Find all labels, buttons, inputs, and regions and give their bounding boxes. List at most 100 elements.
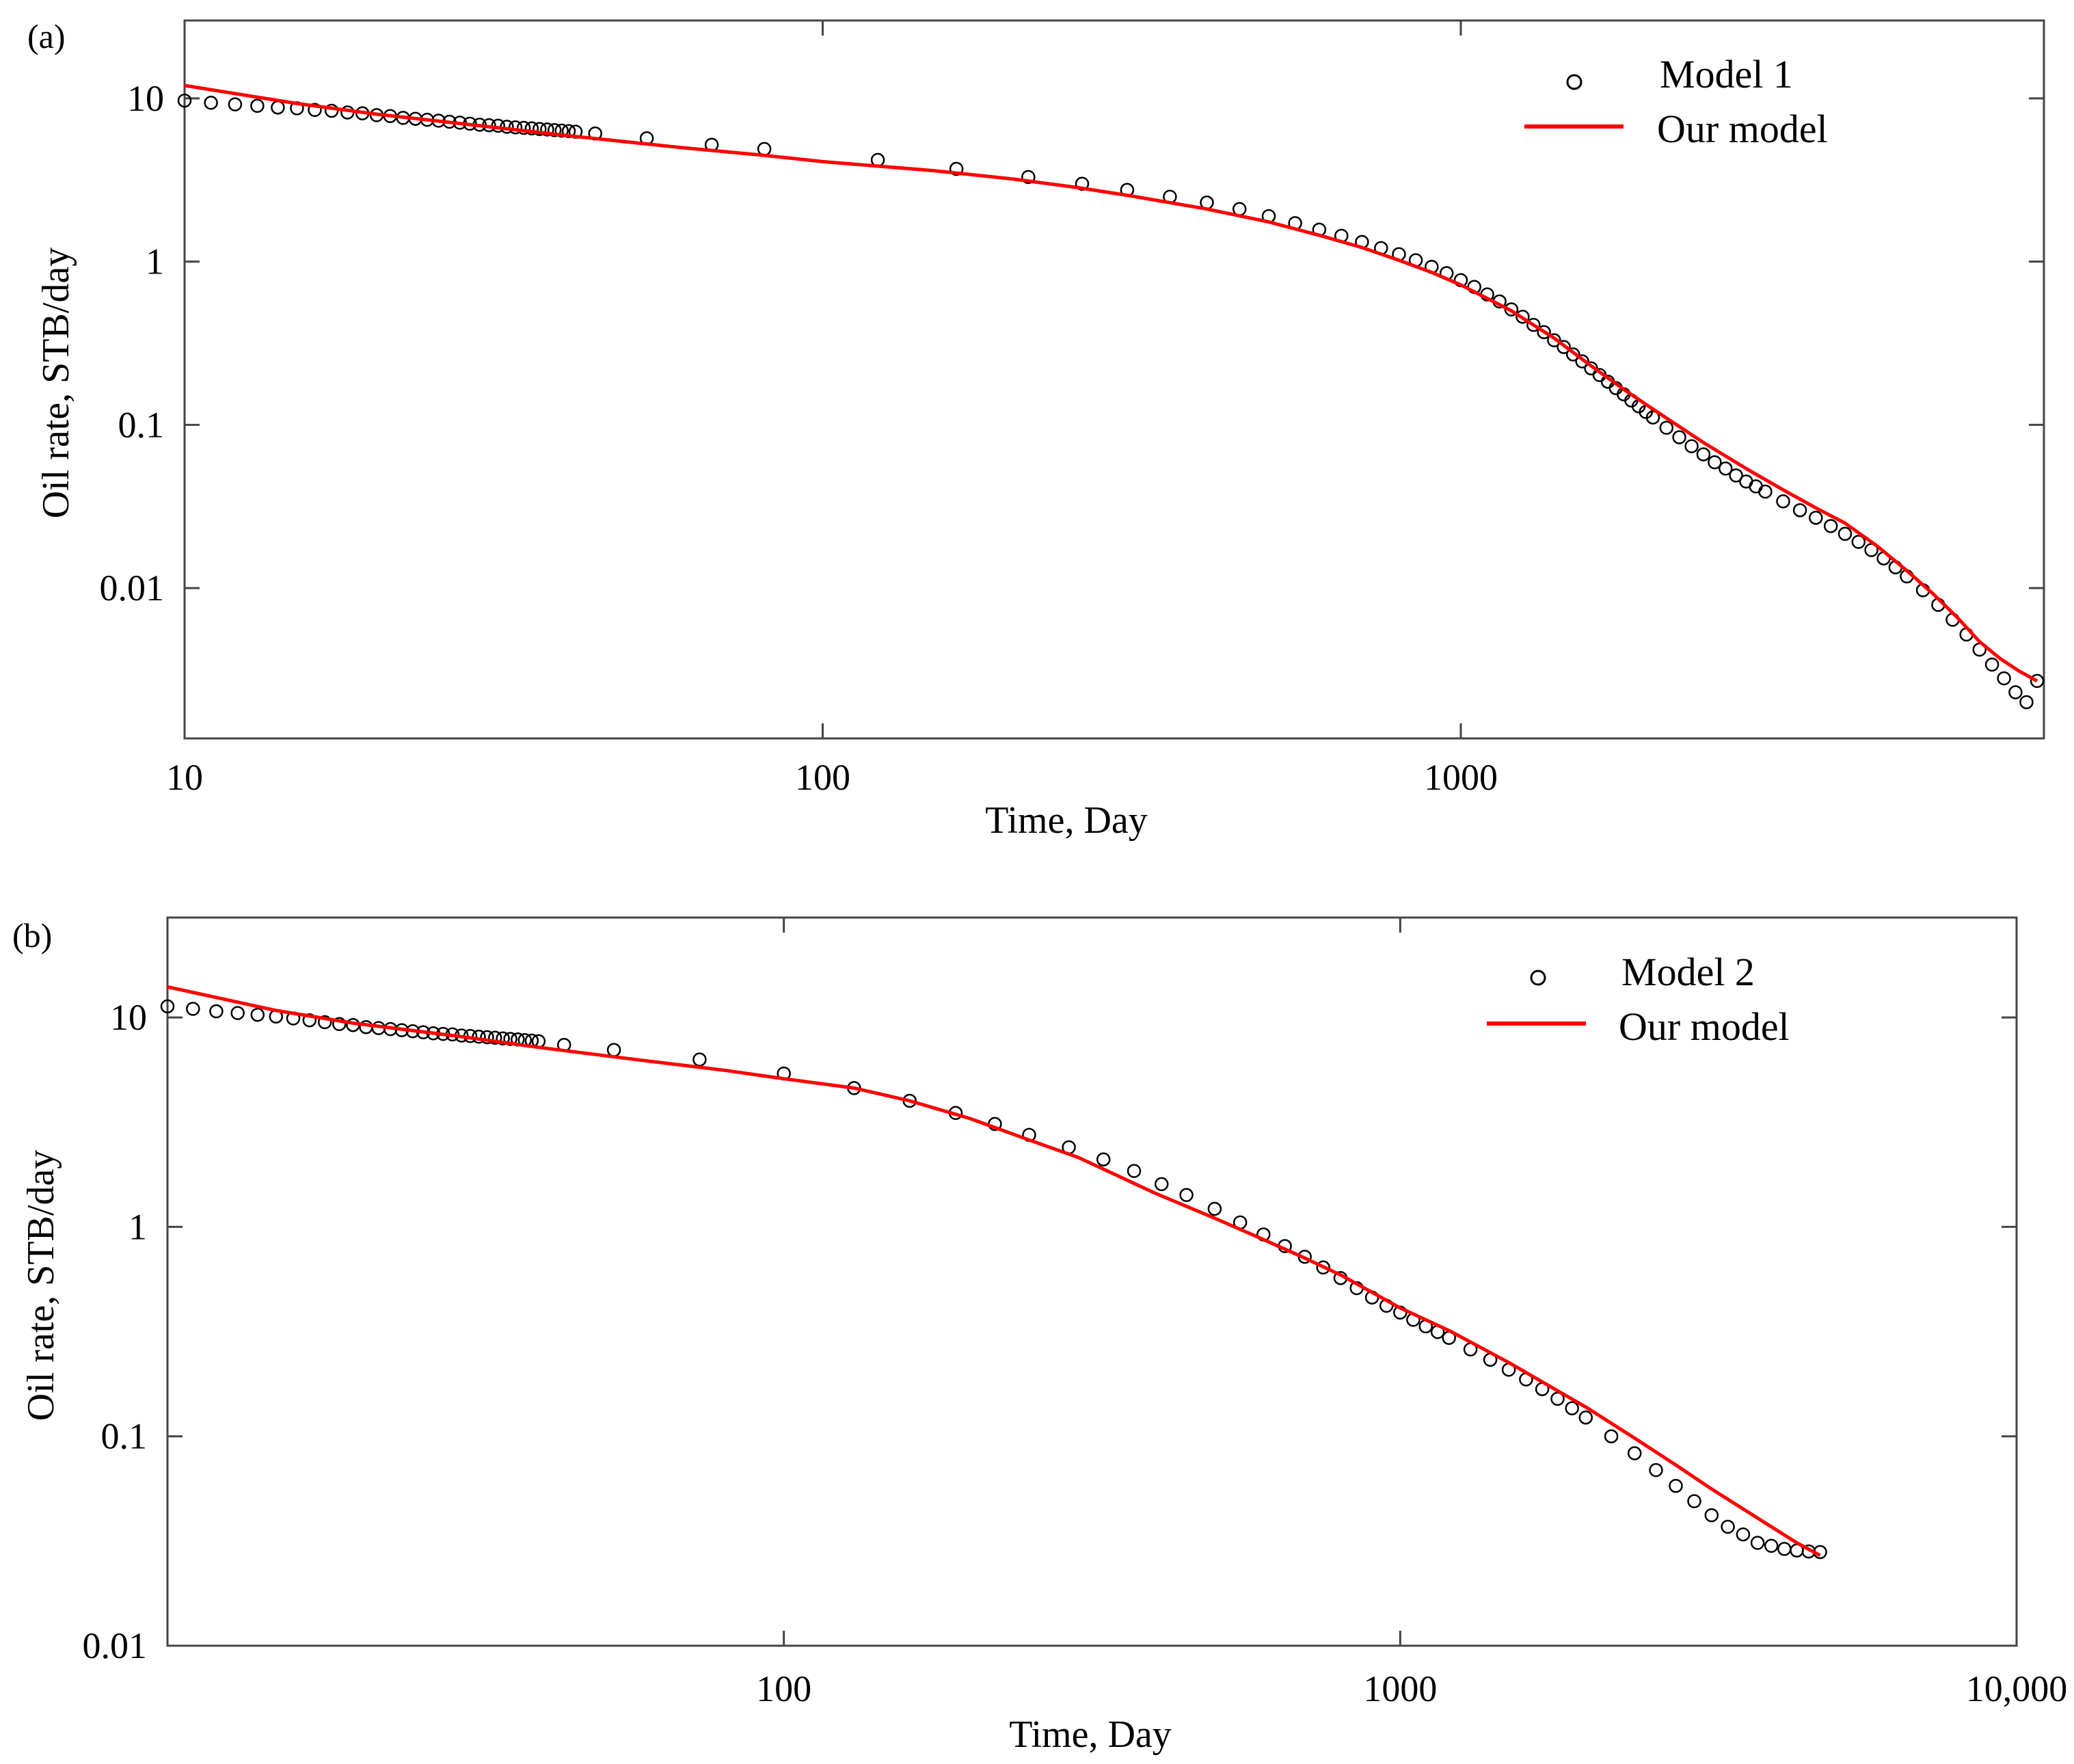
panel-a-data-point [1684, 439, 1699, 453]
panel-a-y-tick-label: 0.01 [100, 567, 165, 609]
panel-b-data-point [1604, 1429, 1619, 1443]
panel-b-x-tick-label: 1000 [1363, 1668, 1437, 1709]
panel-b-data-point [302, 1013, 317, 1028]
panel-b-data-point [1578, 1410, 1593, 1425]
panel-a: (a) 10 100 1000 10 1 0.1 0.01 Time, Day Oil ra… [27, 17, 2045, 842]
panel-a-y-tick-label: 10 [127, 78, 164, 119]
panel-a-data-point [533, 122, 547, 136]
panel-a-data-point [1997, 671, 2011, 686]
panel-b-data-point [480, 1030, 494, 1045]
panel-b-data-point [496, 1031, 510, 1045]
panel-a-data-point [508, 120, 523, 135]
panel-a-data-point [1851, 535, 1866, 549]
panel-b: (b) 100 1000 10,000 10 1 0.1 0.01 Time, Day Oi… [12, 916, 2067, 1756]
panel-a-data-point [516, 120, 531, 135]
panel-a-data-point [250, 98, 265, 113]
panel-a-legend-marker [1566, 74, 1583, 90]
panel-b-label: (b) [12, 916, 52, 954]
panel-b-data-point [1127, 1164, 1142, 1178]
panel-a-data-point [324, 103, 339, 118]
panel-b-legend: Model 2 Our model [1487, 950, 1790, 1049]
panel-a-data [177, 83, 2045, 710]
panel-b-y-tick-label: 1 [129, 1206, 147, 1247]
panel-a-ticks: 10 100 1000 10 1 0.1 0.01 [100, 21, 2044, 798]
panel-b-data-point [1777, 1542, 1792, 1556]
panel-a-data-point [1792, 503, 1807, 518]
panel-a-data-point [271, 100, 285, 115]
panel-b-data [160, 985, 1827, 1560]
panel-a-data-point [228, 97, 243, 111]
panel-a-x-tick-label: 1000 [1424, 757, 1498, 798]
panel-b-our-model-line [167, 985, 1821, 1558]
panel-a-data-point [1526, 317, 1541, 332]
panel-b-legend-marker [1530, 970, 1546, 986]
panel-b-data-point [1704, 1508, 1719, 1523]
panel-b-x-tick-label: 10,000 [1966, 1668, 2068, 1709]
panel-b-data-point [1316, 1260, 1330, 1275]
panel-a-legend-series1-label: Model 1 [1660, 52, 1793, 96]
panel-a-data-point [1739, 474, 1753, 489]
panel-b-data-point [250, 1007, 265, 1022]
panel-b-data-point [1565, 1401, 1579, 1416]
panel-b-y-axis-label: Oil rate, STB/day [20, 1150, 62, 1421]
panel-b-data-point [692, 1052, 707, 1067]
panel-b-data-point [487, 1030, 502, 1045]
panel-a-y-tick-label: 1 [146, 241, 164, 282]
panel-b-data-point [1096, 1152, 1111, 1166]
panel-b-data-point [332, 1017, 347, 1032]
panel-b-y-tick-label: 0.1 [101, 1416, 148, 1457]
panel-a-data-point [308, 103, 322, 118]
panel-a-data-point [2008, 685, 2023, 699]
panel-a-legend: Model 1 Our model [1524, 52, 1828, 151]
panel-a-plot-frame [183, 19, 2045, 740]
panel-a-data-point [1719, 462, 1733, 476]
panel-a-data-point [540, 122, 554, 137]
panel-b-data-point [1750, 1536, 1765, 1550]
panel-b-data-point [1721, 1519, 1735, 1534]
panel-b-data-point [1179, 1188, 1194, 1203]
panel-b-y-tick-label: 10 [110, 997, 147, 1038]
panel-a-data-point [1708, 455, 1722, 470]
panel-b-data-point [186, 1002, 200, 1016]
panel-a-our-model-line [184, 83, 2038, 683]
panel-a-data-point [1537, 325, 1551, 340]
panel-a-data-point [1837, 526, 1853, 542]
panel-a-data-point [524, 121, 539, 136]
panel-a-data-point [949, 161, 964, 176]
panel-b-legend-series1-label: Model 2 [1621, 950, 1755, 994]
panel-a-x-tick-label: 10 [166, 757, 203, 798]
panel-b-legend-series2-label: Our model [1619, 1004, 1790, 1049]
panel-b-data-point [606, 1043, 621, 1057]
panel-b-y-tick-label: 0.01 [83, 1625, 148, 1666]
panel-a-label: (a) [27, 17, 66, 55]
panel-a-data-point [1984, 657, 1999, 672]
panel-a-data-point [554, 123, 569, 138]
panel-a-data-point [2019, 695, 2034, 710]
panel-a-data-point [1547, 333, 1561, 347]
panel-b-data-point [317, 1015, 332, 1030]
panel-a-y-tick-label: 0.1 [118, 404, 165, 445]
panel-a-y-axis-label: Oil rate, STB/day [35, 248, 77, 519]
panel-a-data-point [1776, 494, 1790, 509]
panel-b-data-point [230, 1006, 245, 1020]
panel-b-data-point [1207, 1201, 1222, 1216]
panel-b-ticks: 100 1000 10,000 10 1 0.1 0.01 [83, 918, 2068, 1709]
panel-a-data-point [1758, 484, 1773, 499]
panel-a-data-point [1659, 420, 1674, 435]
panel-a-data-point [1021, 170, 1036, 185]
panel-a-data-point [1575, 354, 1589, 369]
panel-a-data-point [1696, 447, 1711, 462]
panel-a-data-point [1557, 340, 1571, 354]
panel-b-data-point [1687, 1494, 1701, 1508]
panel-b-data-point [1649, 1462, 1663, 1478]
panel-a-data-point [1809, 510, 1823, 525]
panel-b-data-point [1736, 1527, 1751, 1542]
panel-a-data-point [177, 93, 192, 108]
panel-b-x-axis-label: Time, Day [1009, 1713, 1172, 1756]
panel-a-data-point [2030, 673, 2045, 689]
panel-a-data-point [547, 122, 562, 137]
panel-a-data-point [1516, 309, 1530, 324]
panel-b-data-point [1154, 1177, 1169, 1192]
panel-a-data-point [1823, 519, 1838, 533]
